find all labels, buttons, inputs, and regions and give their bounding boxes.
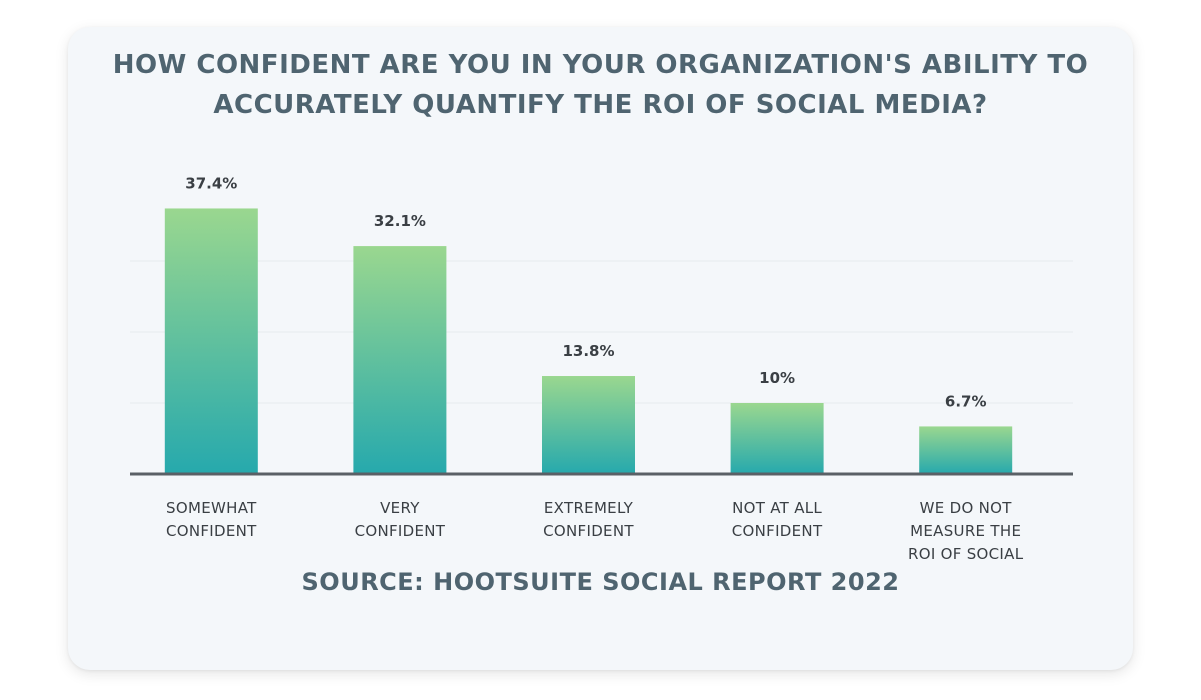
category-label-line: SOMEWHAT	[166, 499, 257, 517]
category-label: NOT AT ALL CONFIDENT	[732, 499, 823, 540]
value-labels: 37.4% 32.1% 13.8% 10% 6.7%	[185, 174, 986, 410]
bar	[919, 426, 1013, 474]
source-caption: SOURCE: HOOTSUITE SOCIAL REPORT 2022	[301, 568, 900, 596]
category-label-line: EXTREMELY	[544, 499, 634, 517]
category-label-line: CONFIDENT	[543, 522, 634, 540]
category-label-line: MEASURE THE	[910, 522, 1021, 540]
category-label-line: VERY	[380, 499, 420, 517]
value-label: 10%	[759, 369, 795, 387]
bar	[164, 208, 258, 474]
value-label: 13.8%	[562, 342, 614, 360]
bar	[730, 403, 824, 474]
bar	[542, 376, 635, 474]
category-label-line: ROI OF SOCIAL	[908, 545, 1024, 563]
value-label: 6.7%	[945, 392, 987, 410]
category-label-line: WE DO NOT	[920, 499, 1013, 517]
bar	[353, 246, 447, 474]
category-labels: SOMEWHAT CONFIDENT VERY CONFIDENT EXTREMELY C…	[166, 499, 1024, 563]
category-label-line: CONFIDENT	[166, 522, 257, 540]
chart-title: HOW CONFIDENT ARE YOU IN YOUR ORGANIZATI…	[112, 50, 1089, 120]
category-label: EXTREMELY CONFIDENT	[543, 499, 634, 540]
category-label-line: CONFIDENT	[355, 522, 446, 540]
bars	[164, 208, 1013, 474]
value-label: 37.4%	[185, 174, 237, 192]
category-label: SOMEWHAT CONFIDENT	[166, 499, 257, 540]
value-label: 32.1%	[374, 212, 426, 230]
category-label-line: NOT AT ALL	[732, 499, 822, 517]
category-label-line: CONFIDENT	[732, 522, 823, 540]
category-label: VERY CONFIDENT	[355, 499, 446, 540]
category-label: WE DO NOT MEASURE THE ROI OF SOCIAL	[908, 499, 1024, 563]
